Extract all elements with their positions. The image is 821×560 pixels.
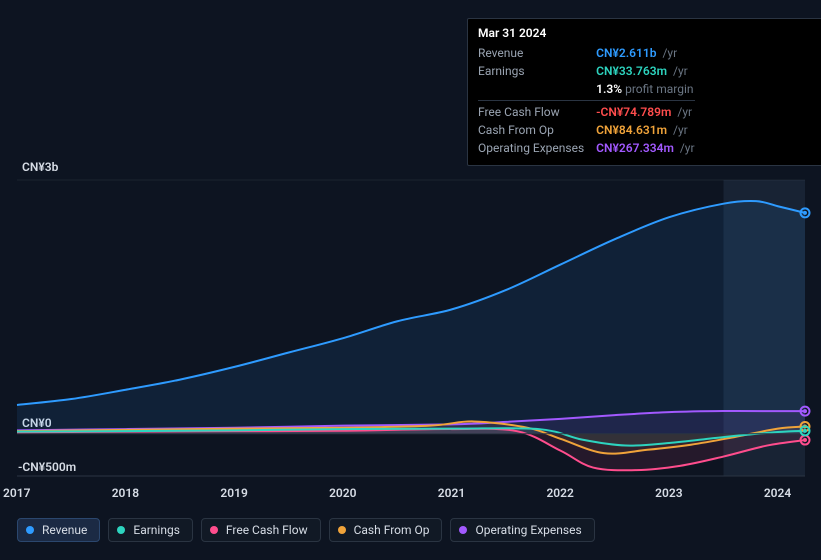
tooltip-value-opex: CN¥267.334m /yr: [596, 139, 694, 157]
legend-cash_from_op[interactable]: Cash From Op: [329, 518, 443, 542]
x-tick-2024: 2024: [764, 486, 791, 500]
x-tick-2023: 2023: [655, 486, 682, 500]
tooltip-label-opex: Operating Expenses: [478, 139, 596, 157]
tooltip-date: Mar 31 2024: [478, 25, 814, 41]
legend-operating_expenses[interactable]: Operating Expenses: [450, 518, 594, 542]
legend-dot-earnings: [117, 526, 125, 534]
legend-dot-cash_from_op: [338, 526, 346, 534]
legend-label-revenue: Revenue: [42, 523, 87, 537]
legend: Revenue Earnings Free Cash Flow Cash From O…: [17, 518, 595, 542]
tooltip-value-cfo: CN¥84.631m /yr: [596, 121, 694, 139]
tooltip-value-revenue: CN¥2.611b /yr: [596, 44, 694, 62]
legend-label-earnings: Earnings: [133, 523, 180, 537]
tooltip-value-fcf: -CN¥74.789m /yr: [596, 101, 694, 122]
legend-free_cash_flow[interactable]: Free Cash Flow: [201, 518, 321, 542]
legend-revenue[interactable]: Revenue: [17, 518, 100, 542]
x-tick-2022: 2022: [546, 486, 573, 500]
legend-label-operating_expenses: Operating Expenses: [475, 523, 581, 537]
legend-dot-free_cash_flow: [210, 526, 218, 534]
tooltip-sub-earnings: 1.3% profit margin: [596, 80, 694, 101]
x-tick-2019: 2019: [220, 486, 247, 500]
legend-earnings[interactable]: Earnings: [108, 518, 193, 542]
x-tick-2017: 2017: [3, 486, 30, 500]
tooltip-label-revenue: Revenue: [478, 44, 596, 62]
tooltip-label-fcf: Free Cash Flow: [478, 101, 596, 122]
x-tick-2018: 2018: [112, 486, 139, 500]
legend-label-cash_from_op: Cash From Op: [354, 523, 430, 537]
legend-dot-operating_expenses: [459, 526, 467, 534]
tooltip-label-earnings: Earnings: [478, 62, 596, 80]
hover-tooltip: Mar 31 2024 RevenueCN¥2.611b /yrEarnings…: [467, 18, 821, 166]
legend-label-free_cash_flow: Free Cash Flow: [226, 523, 308, 537]
tooltip-value-earnings: CN¥33.763m /yr: [596, 62, 694, 80]
x-tick-2020: 2020: [329, 486, 356, 500]
legend-dot-revenue: [26, 526, 34, 534]
tooltip-label-cfo: Cash From Op: [478, 121, 596, 139]
x-tick-2021: 2021: [438, 486, 465, 500]
